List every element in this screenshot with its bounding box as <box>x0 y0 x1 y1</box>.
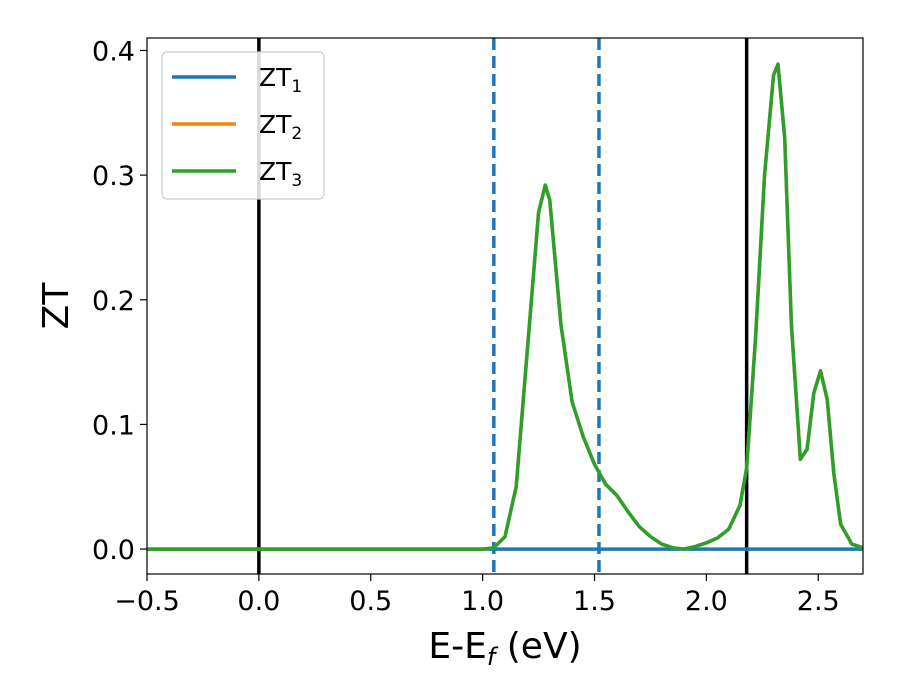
y-tick-label: 0.0 <box>92 535 135 566</box>
x-tick-label: 1.5 <box>573 586 616 617</box>
y-tick-label: 0.2 <box>92 286 135 317</box>
legend-label-zt2: ZT2 <box>259 110 302 144</box>
y-tick-label: 0.4 <box>92 36 135 67</box>
x-tick-label: −0.5 <box>114 586 180 617</box>
legend-label-zt1: ZT1 <box>259 63 302 97</box>
y-tick-label: 0.1 <box>92 410 135 441</box>
y-tick-label: 0.3 <box>92 161 135 192</box>
series-line-zt3 <box>147 62 863 551</box>
plot-frame <box>146 37 864 575</box>
x-axis-title: E-Ef (eV) <box>428 626 581 671</box>
x-tick-label: 0.0 <box>237 586 280 617</box>
legend: ZT1 ZT2 ZT3 <box>161 51 325 200</box>
x-tick-label: 1.0 <box>461 586 504 617</box>
x-tick-label: 2.0 <box>685 586 728 617</box>
x-tick-label: 2.5 <box>797 586 840 617</box>
legend-label-zt3: ZT3 <box>259 157 302 191</box>
legend-box <box>161 51 325 200</box>
x-tick-label: 0.5 <box>349 586 392 617</box>
y-axis-title: ZT <box>36 282 77 330</box>
